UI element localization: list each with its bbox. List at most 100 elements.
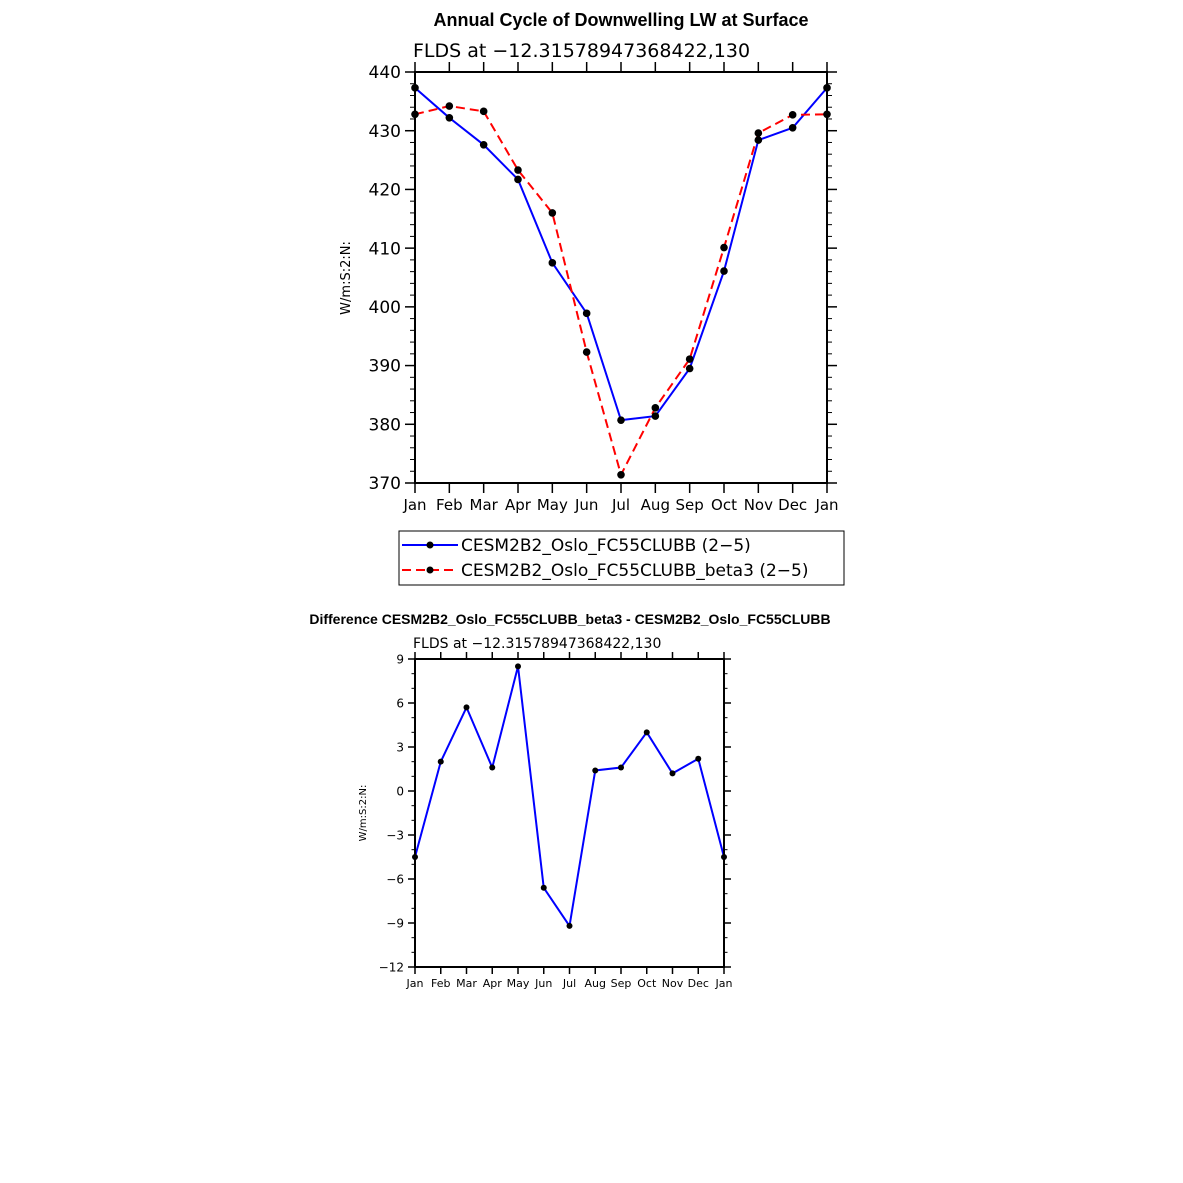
x-tick-label: May (537, 496, 568, 514)
x-tick-label: Dec (688, 977, 709, 990)
x-tick-label: Dec (778, 496, 807, 514)
chart1-legend-box (398, 530, 845, 586)
series-1-point (514, 175, 522, 184)
series-1-point (437, 758, 444, 765)
series-1-point (695, 755, 702, 762)
x-tick-label: Feb (431, 977, 450, 990)
series-2-point (445, 102, 454, 110)
y-tick-label: 410 (369, 239, 401, 259)
chart2-x-tick-labels: Jan Feb Mar Apr May Jun Jul Aug Sep Oct Nov Dec Jan (406, 977, 733, 990)
chart1-subtitle: FLDS at −12.31578947368422,130 (413, 40, 750, 62)
x-tick-label: Sep (676, 496, 704, 514)
x-tick-label: Jul (562, 977, 576, 990)
x-tick-label: Jan (814, 496, 838, 514)
x-tick-label: Aug (641, 496, 670, 514)
series-1-point (463, 704, 470, 711)
series-1-point (754, 136, 763, 144)
series-1-point (582, 309, 591, 318)
series-1-point (479, 141, 488, 149)
series-1-point (651, 412, 660, 420)
y-tick-label: 440 (369, 63, 401, 83)
chart2-series (412, 663, 727, 929)
y-tick-label: 6 (396, 696, 404, 710)
y-tick-label: 420 (369, 181, 401, 201)
chart1-ylabel: W/m:S:2:N: (339, 241, 354, 315)
series-1-point (669, 770, 676, 777)
series-2-point (548, 209, 557, 217)
series-2-point (651, 404, 660, 412)
y-tick-label: −9 (386, 916, 404, 930)
x-tick-label: Jan (715, 977, 733, 990)
chart1-y-tick-labels: 370 380 390 400 410 420 430 440 (369, 63, 401, 494)
x-tick-label: Apr (505, 496, 532, 514)
series-2-point (754, 129, 763, 137)
chart2-plot-frame (414, 658, 725, 968)
y-tick-label: 400 (369, 298, 401, 318)
legend-swatch-marker-1 (426, 541, 434, 549)
y-tick-label: 390 (369, 357, 401, 377)
x-tick-label: Feb (436, 496, 463, 514)
x-tick-label: Aug (585, 977, 606, 990)
series-1-point (489, 764, 496, 771)
x-tick-label: Jul (611, 496, 630, 514)
annual-cycle-chart: Annual Cycle of Downwelling LW at Surfac… (339, 10, 845, 586)
x-tick-label: Jun (574, 496, 598, 514)
x-tick-label: Jan (406, 977, 424, 990)
x-tick-label: Jan (402, 496, 426, 514)
x-tick-label: Nov (662, 977, 684, 990)
series-2-point (720, 243, 728, 252)
difference-chart: Difference CESM2B2_Oslo_FC55CLUBB_beta3 … (309, 611, 830, 990)
series-1-point (643, 729, 650, 736)
y-tick-label: 3 (396, 740, 404, 754)
legend-entry-1: CESM2B2_Oslo_FC55CLUBB (2−5) (461, 536, 751, 556)
x-tick-label: Jun (534, 977, 552, 990)
x-tick-label: May (507, 977, 530, 990)
legend-swatch-marker-2 (426, 566, 434, 574)
chart2-ylabel: W/m:S:2:N: (358, 785, 369, 842)
chart1-legend: CESM2B2_Oslo_FC55CLUBB (2−5) CESM2B2_Osl… (398, 530, 845, 586)
y-tick-label: 380 (369, 415, 401, 435)
series-1-point (788, 123, 797, 132)
legend-entry-2: CESM2B2_Oslo_FC55CLUBB_beta3 (2−5) (461, 561, 808, 581)
y-tick-label: −6 (386, 872, 404, 886)
series-1-point (618, 764, 624, 771)
series-2-point (617, 470, 625, 479)
series-1-point (515, 663, 521, 670)
series-1-point (445, 113, 454, 122)
series-1-point (566, 922, 573, 929)
chart1-title: Annual Cycle of Downwelling LW at Surfac… (433, 10, 808, 30)
x-tick-label: Apr (483, 977, 503, 990)
x-tick-label: Oct (711, 496, 737, 514)
series-2-point (479, 107, 488, 116)
chart1-x-tick-labels: Jan Feb Mar Apr May Jun Jul Aug Sep Oct Nov Dec Jan (402, 496, 838, 514)
series-2-point (788, 111, 797, 119)
chart2-title: Difference CESM2B2_Oslo_FC55CLUBB_beta3 … (309, 611, 830, 627)
y-tick-label: 0 (396, 784, 404, 798)
x-tick-label: Nov (744, 496, 773, 514)
y-tick-label: 430 (369, 122, 401, 142)
series-1-point (720, 267, 728, 275)
y-tick-label: 9 (396, 652, 404, 666)
chart2-ticks (408, 652, 731, 974)
x-tick-label: Mar (456, 977, 477, 990)
y-tick-label: −12 (379, 960, 404, 974)
x-tick-label: Oct (637, 977, 657, 990)
chart1-plot-frame (414, 71, 828, 484)
series-1-point (548, 259, 557, 267)
chart2-y-tick-labels: −12 −9 −6 −3 0 3 6 9 (379, 652, 404, 974)
y-tick-label: 370 (369, 474, 401, 494)
series-1-point (617, 416, 625, 424)
series-2-point (582, 348, 591, 356)
chart1-series (411, 84, 831, 479)
series-1-point (685, 364, 694, 373)
y-tick-label: −3 (386, 828, 404, 842)
series-2-point (685, 355, 694, 363)
series-1-point (540, 884, 547, 891)
series-2-point (514, 166, 522, 174)
series-1-point (592, 767, 599, 774)
x-tick-label: Sep (611, 977, 632, 990)
chart2-subtitle: FLDS at −12.31578947368422,130 (413, 636, 661, 652)
x-tick-label: Mar (470, 496, 499, 514)
